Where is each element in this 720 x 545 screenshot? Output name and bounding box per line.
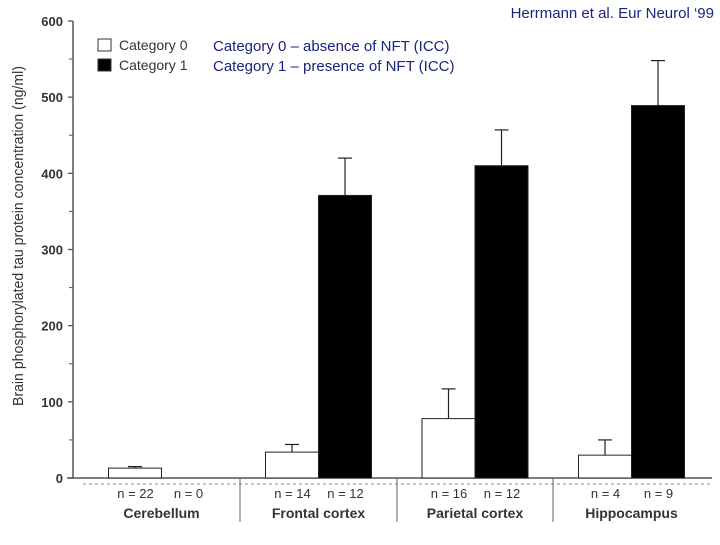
sample-size-label: n = 0 <box>174 486 203 501</box>
sample-size-label: n = 16 <box>431 486 468 501</box>
legend-swatch-category-1 <box>97 58 112 72</box>
sample-size-label: n = 12 <box>327 486 364 501</box>
category-label: Hippocampus <box>585 505 678 521</box>
category-label: Frontal cortex <box>272 505 366 521</box>
bar-category-1 <box>474 165 529 479</box>
sample-size-label: n = 14 <box>274 486 311 501</box>
legend-label: Category 0 <box>119 37 188 53</box>
bar-category-0 <box>265 451 319 479</box>
y-tick-label: 0 <box>56 471 63 486</box>
y-tick-label: 400 <box>41 166 63 181</box>
y-tick-label: 200 <box>41 319 63 334</box>
sample-size-label: n = 4 <box>591 486 620 501</box>
bar-category-0 <box>578 454 632 479</box>
bar-category-1 <box>631 105 685 479</box>
sample-size-label: n = 9 <box>644 486 673 501</box>
legend-label: Category 1 <box>119 57 188 73</box>
y-tick-label: 600 <box>41 14 63 29</box>
legend-swatch-category-0 <box>97 38 112 52</box>
bar-category-1 <box>318 194 372 479</box>
y-tick-label: 300 <box>41 243 63 258</box>
category-label: Parietal cortex <box>427 505 524 521</box>
category-label: Cerebellum <box>123 505 199 521</box>
y-axis-label: Brain phosphorylated tau protein concent… <box>10 66 27 406</box>
citation-text: Herrmann et al. Eur Neurol ‘99 <box>510 5 714 22</box>
category-0-note: Category 0 – absence of NFT (ICC) <box>213 38 450 55</box>
bar-category-0 <box>421 418 476 479</box>
sample-size-label: n = 22 <box>117 486 154 501</box>
sample-size-label: n = 12 <box>484 486 521 501</box>
category-1-note: Category 1 – presence of NFT (ICC) <box>213 58 455 75</box>
y-tick-label: 100 <box>41 395 63 410</box>
bar-category-0 <box>108 467 162 479</box>
y-tick-label: 500 <box>41 90 63 105</box>
